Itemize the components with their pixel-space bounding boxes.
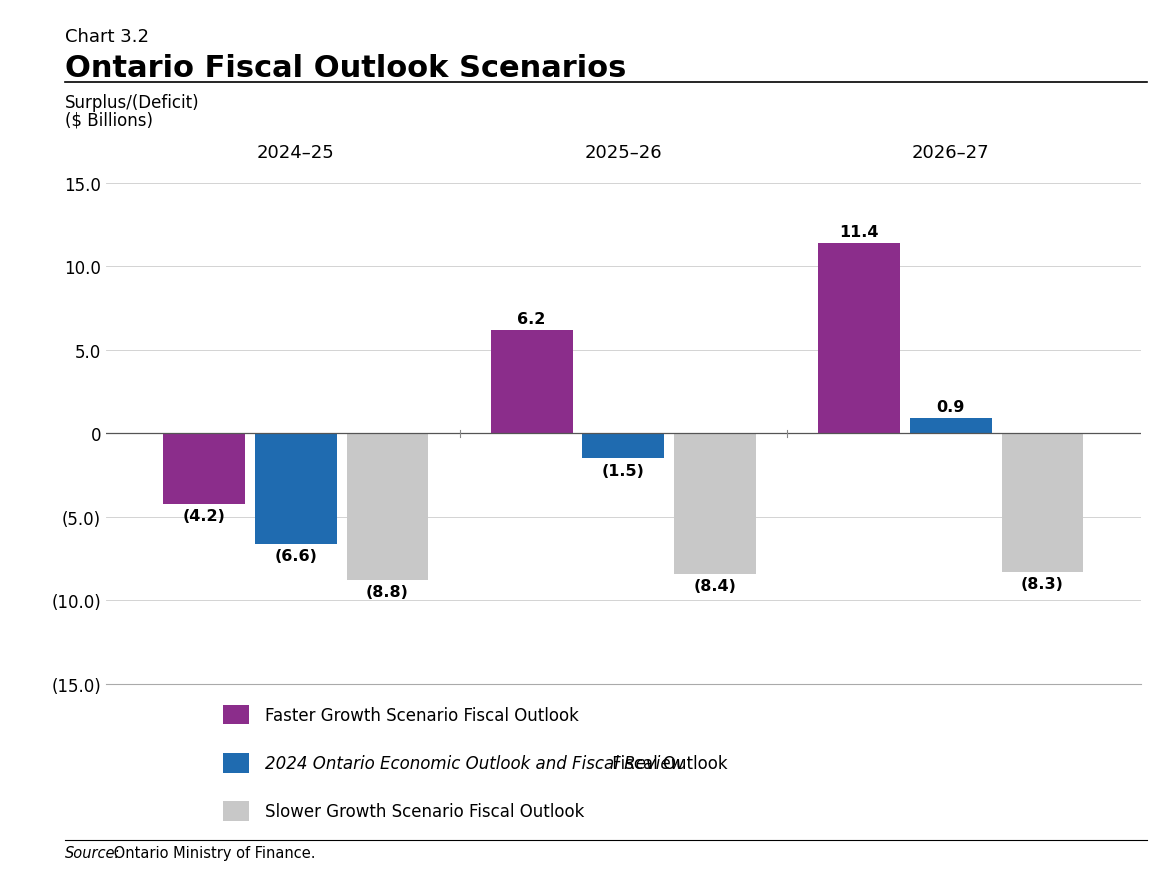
- Text: Source:: Source:: [65, 845, 120, 860]
- Bar: [490, 331, 573, 434]
- Text: ($ Billions): ($ Billions): [65, 111, 153, 130]
- Text: 11.4: 11.4: [840, 225, 878, 239]
- Text: (8.3): (8.3): [1021, 576, 1064, 591]
- Text: 2024 Ontario Economic Outlook and Fiscal Review: 2024 Ontario Economic Outlook and Fiscal…: [265, 754, 684, 772]
- Bar: [163, 434, 245, 504]
- Text: (8.8): (8.8): [366, 585, 409, 600]
- Bar: [255, 434, 336, 544]
- Text: 2025–26: 2025–26: [584, 144, 662, 161]
- Bar: [818, 244, 900, 434]
- Text: 2024–25: 2024–25: [256, 144, 335, 161]
- Text: (6.6): (6.6): [274, 548, 318, 563]
- Text: Ontario Fiscal Outlook Scenarios: Ontario Fiscal Outlook Scenarios: [65, 54, 626, 83]
- Text: Fiscal Outlook: Fiscal Outlook: [607, 754, 728, 772]
- Text: Ontario Ministry of Finance.: Ontario Ministry of Finance.: [109, 845, 316, 860]
- Text: Chart 3.2: Chart 3.2: [65, 28, 148, 46]
- Text: (8.4): (8.4): [694, 578, 736, 593]
- Text: Surplus/(Deficit): Surplus/(Deficit): [65, 94, 199, 112]
- Text: (4.2): (4.2): [182, 508, 226, 523]
- Text: 0.9: 0.9: [936, 400, 965, 415]
- Text: Faster Growth Scenario Fiscal Outlook: Faster Growth Scenario Fiscal Outlook: [265, 706, 579, 724]
- Text: Slower Growth Scenario Fiscal Outlook: Slower Growth Scenario Fiscal Outlook: [265, 802, 584, 820]
- Bar: [674, 434, 756, 574]
- Text: 2026–27: 2026–27: [911, 144, 989, 161]
- Text: 6.2: 6.2: [517, 311, 546, 326]
- Bar: [1002, 434, 1083, 573]
- Text: (1.5): (1.5): [602, 463, 644, 478]
- Bar: [347, 434, 428, 581]
- Bar: [582, 434, 664, 459]
- Bar: [910, 419, 991, 434]
